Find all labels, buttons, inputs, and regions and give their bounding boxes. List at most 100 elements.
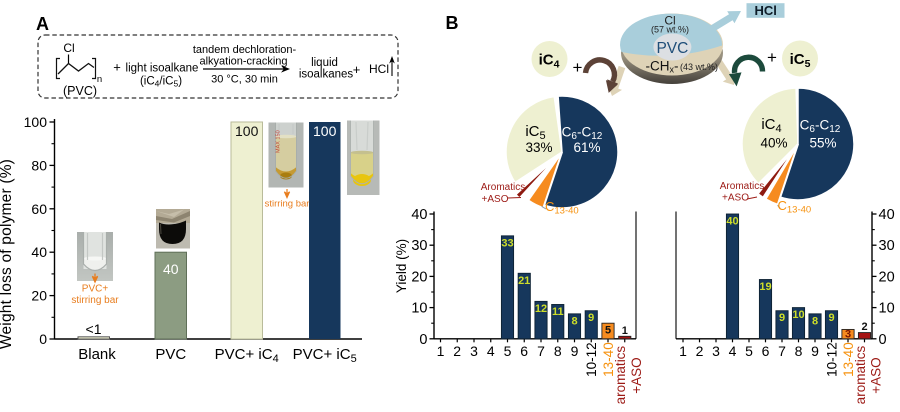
svg-text:Yield (%): Yield (%)	[394, 239, 409, 293]
svg-text:PVC+ iC5: PVC+ iC5	[293, 346, 357, 365]
svg-text:5: 5	[745, 343, 753, 359]
svg-text:stirring bar: stirring bar	[71, 295, 119, 306]
svg-text:13-40: 13-40	[601, 342, 616, 377]
svg-text:33%: 33%	[525, 140, 552, 155]
svg-text:(43 wt.%): (43 wt.%)	[680, 62, 718, 72]
svg-text:Aromatics: Aromatics	[481, 182, 525, 193]
svg-text:5: 5	[605, 325, 611, 337]
svg-text:+: +	[573, 58, 583, 77]
svg-text:0: 0	[879, 332, 887, 348]
svg-text:10: 10	[879, 301, 895, 317]
svg-text:19: 19	[759, 281, 771, 293]
svg-text:aromatics: aromatics	[613, 346, 628, 405]
svg-text:6: 6	[762, 343, 770, 359]
svg-text:40: 40	[411, 207, 427, 223]
svg-text:MAX 150: MAX 150	[276, 130, 282, 153]
svg-text:Cl: Cl	[664, 14, 675, 28]
svg-text:isoalkanes: isoalkanes	[299, 69, 354, 81]
svg-text:8: 8	[812, 315, 818, 327]
svg-text:30 °C, 30 min: 30 °C, 30 min	[211, 74, 278, 86]
svg-text:1: 1	[679, 343, 687, 359]
svg-text:9: 9	[811, 343, 819, 359]
svg-text:61%: 61%	[573, 140, 600, 155]
svg-text:n: n	[97, 74, 102, 85]
svg-text:9: 9	[779, 312, 785, 324]
svg-text:10-12: 10-12	[584, 342, 599, 377]
svg-text:80: 80	[31, 157, 47, 173]
svg-text:60: 60	[31, 201, 47, 217]
svg-text:<1: <1	[86, 321, 102, 337]
svg-text:9: 9	[571, 343, 579, 359]
svg-text:100: 100	[24, 114, 48, 130]
svg-text:30: 30	[879, 238, 895, 254]
svg-text:-CHx-: -CHx-	[646, 59, 679, 75]
svg-text:PVC: PVC	[155, 346, 186, 363]
svg-text:20: 20	[879, 269, 895, 285]
svg-text:+ASO: +ASO	[722, 193, 749, 204]
svg-text:stirring bar: stirring bar	[265, 199, 310, 210]
svg-text:9: 9	[828, 312, 834, 324]
svg-text:PVC+: PVC+	[82, 284, 109, 295]
svg-text:(57 wt.%): (57 wt.%)	[651, 25, 689, 35]
svg-text:10: 10	[411, 301, 427, 317]
svg-text:40: 40	[163, 261, 179, 277]
svg-text:100: 100	[313, 123, 337, 139]
svg-text:2: 2	[696, 343, 704, 359]
svg-text:8: 8	[554, 343, 562, 359]
svg-text:A: A	[36, 14, 49, 34]
svg-text:PVC: PVC	[656, 40, 688, 57]
svg-text:4: 4	[487, 343, 495, 359]
svg-text:11: 11	[552, 306, 564, 318]
svg-text:1: 1	[437, 343, 445, 359]
svg-text:0: 0	[419, 332, 427, 348]
svg-text:PVC+ iC4: PVC+ iC4	[215, 346, 279, 365]
svg-text:12: 12	[535, 303, 547, 315]
svg-text:40: 40	[879, 207, 895, 223]
svg-text:+ASO: +ASO	[482, 194, 509, 205]
svg-text:100: 100	[235, 123, 259, 139]
svg-text:(PVC): (PVC)	[63, 84, 97, 98]
svg-text:7: 7	[537, 343, 545, 359]
svg-text:10-12: 10-12	[825, 342, 840, 377]
svg-text:HCl: HCl	[369, 62, 389, 76]
svg-text:(iC4/iC5): (iC4/iC5)	[140, 76, 182, 89]
svg-text:4: 4	[729, 343, 737, 359]
svg-text:Blank: Blank	[78, 346, 116, 363]
svg-text:alkyation-cracking: alkyation-cracking	[199, 56, 287, 68]
svg-text:1: 1	[622, 325, 628, 337]
svg-text:55%: 55%	[809, 136, 836, 151]
svg-text:7: 7	[778, 343, 786, 359]
svg-text:40: 40	[31, 244, 47, 260]
svg-text:light isoalkane: light isoalkane	[126, 63, 199, 75]
svg-text:5: 5	[504, 343, 512, 359]
svg-text:20: 20	[411, 269, 427, 285]
svg-text:Cl: Cl	[63, 41, 74, 55]
svg-text:0: 0	[39, 331, 47, 347]
svg-text:+: +	[353, 62, 361, 77]
svg-text:40: 40	[726, 216, 738, 228]
svg-text:10: 10	[792, 309, 804, 321]
svg-text:21: 21	[518, 275, 530, 287]
svg-text:13-40: 13-40	[841, 342, 856, 377]
svg-text:2: 2	[453, 343, 461, 359]
svg-text:20: 20	[31, 288, 47, 304]
svg-text:+: +	[767, 48, 777, 67]
svg-text:30: 30	[411, 238, 427, 254]
svg-text:HCl: HCl	[755, 3, 777, 18]
svg-text:8: 8	[795, 343, 803, 359]
svg-text:+: +	[113, 60, 121, 75]
svg-text:2: 2	[861, 321, 867, 333]
svg-text:liquid: liquid	[311, 57, 338, 69]
svg-text:3: 3	[845, 329, 851, 341]
svg-text:9: 9	[588, 312, 594, 324]
svg-text:+ASO: +ASO	[629, 357, 644, 393]
svg-text:6: 6	[520, 343, 528, 359]
svg-text:33: 33	[501, 237, 513, 249]
svg-text:Aromatics: Aromatics	[720, 181, 764, 192]
svg-text:aromatics: aromatics	[853, 346, 868, 405]
svg-text:3: 3	[712, 343, 720, 359]
svg-text:8: 8	[571, 315, 577, 327]
svg-text:tandem dechloration-: tandem dechloration-	[193, 44, 297, 56]
svg-text:Weight loss of polymer (%): Weight loss of polymer (%)	[0, 159, 15, 349]
svg-text:3: 3	[470, 343, 478, 359]
